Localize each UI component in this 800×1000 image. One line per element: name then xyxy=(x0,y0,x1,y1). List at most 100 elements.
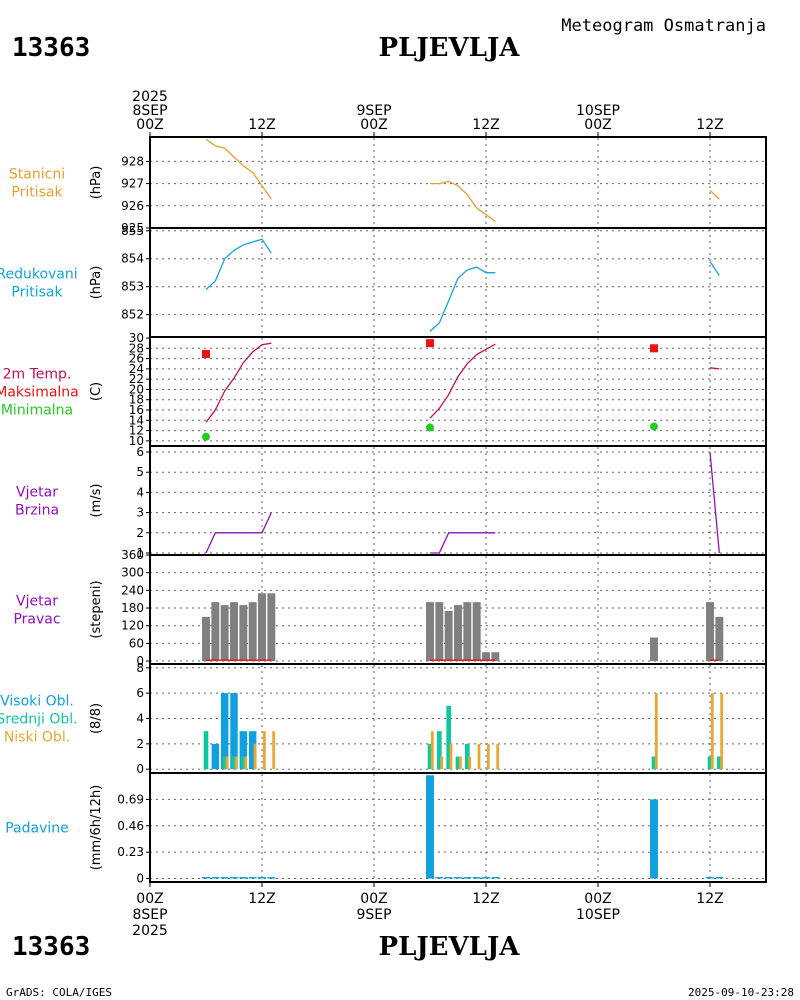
time-label-top: 2025 xyxy=(132,89,168,105)
bar-vjetar-pravac xyxy=(435,602,444,662)
time-label-bottom: 2025 xyxy=(132,923,168,939)
panel-frame xyxy=(149,336,767,447)
bar-padavine xyxy=(220,877,229,879)
time-label-top: 8SEP xyxy=(132,103,167,119)
bar-vjetar-pravac xyxy=(491,652,500,662)
bar-vjetar-pravac xyxy=(650,637,658,662)
panel-frame xyxy=(149,227,767,338)
series-redukovani-pritisak xyxy=(429,266,496,332)
y-tick-label: 1 xyxy=(136,546,144,560)
panel-unit: (m/s) xyxy=(89,484,104,518)
station-number-top: 13363 xyxy=(12,33,90,63)
bar-padavine xyxy=(267,877,276,879)
bar-niski-obl- xyxy=(253,743,257,770)
time-label-top: 00Z xyxy=(360,117,387,133)
panel-wind-speed: 1 2 3 4 5 6 Vjetar Brzina (m/s) xyxy=(15,445,767,560)
bar-niski-obl- xyxy=(272,731,276,770)
bar-visoki-obl- xyxy=(230,693,238,770)
panel-unit: (C) xyxy=(89,382,104,401)
chart-subtitle: Meteogram Osmatranja xyxy=(561,16,766,36)
time-label-bottom: 00Z xyxy=(584,891,611,907)
bar-padavine xyxy=(202,877,210,879)
bar-padavine xyxy=(706,877,714,879)
y-tick-label: 6 xyxy=(136,445,144,459)
bar-niski-obl- xyxy=(225,756,229,770)
panel-frame xyxy=(149,445,767,556)
bar-niski-obl- xyxy=(262,731,266,770)
bar-visoki-obl- xyxy=(211,743,220,770)
time-label-bottom: 12Z xyxy=(696,891,723,907)
series-2m-temp- xyxy=(205,342,272,423)
series-vjetar-brzina xyxy=(430,532,496,554)
bar-padavine xyxy=(715,877,724,879)
bar-vjetar-pravac xyxy=(211,602,220,662)
bar-vjetar-pravac xyxy=(202,616,210,662)
station-name-top: PLJEVLJA xyxy=(379,33,521,63)
footer-timestamp: 2025-09-10-23:28 xyxy=(688,986,794,999)
y-tick-label: 22 xyxy=(129,372,144,386)
time-label-top: 00Z xyxy=(136,117,163,133)
time-label-bottom: 10SEP xyxy=(576,907,620,923)
panel-label: Minimalna xyxy=(1,403,73,419)
footer-credit: GrADS: COLA/IGES xyxy=(6,986,112,999)
panel-label: Niski Obl. xyxy=(4,730,70,746)
bar-vjetar-pravac xyxy=(454,605,462,662)
panel-label: Pritisak xyxy=(11,185,63,201)
bar-niski-obl- xyxy=(654,693,658,770)
bar-vjetar-pravac xyxy=(248,602,257,662)
bar-niski-obl- xyxy=(720,693,724,770)
y-tick-label: 240 xyxy=(121,583,144,597)
y-tick-label: 20 xyxy=(129,382,144,396)
y-tick-label: 0.69 xyxy=(117,792,144,806)
time-label-top: 9SEP xyxy=(356,103,391,119)
panel-clouds: 0 2 4 6 8 Visoki Obl. Srednji Obl. Niski Obl. (8… xyxy=(0,661,767,776)
panel-label: Visoki Obl. xyxy=(0,694,74,710)
bar-srednji-obl- xyxy=(222,756,227,770)
bar-padavine xyxy=(211,877,220,879)
bar-srednji-obl- xyxy=(717,756,722,770)
y-tick-label: 0 xyxy=(136,762,144,776)
bar-srednji-obl- xyxy=(707,756,713,770)
y-tick-label: 18 xyxy=(129,393,144,407)
bar-visoki-obl- xyxy=(248,731,257,770)
bar-padavine xyxy=(463,877,472,879)
bar-vjetar-pravac xyxy=(230,602,238,662)
panel-label: Redukovani xyxy=(0,267,78,283)
bar-niski-obl- xyxy=(486,743,490,770)
time-label-bottom: 12Z xyxy=(472,891,499,907)
bar-niski-obl- xyxy=(449,743,453,770)
y-tick-label: 10 xyxy=(129,434,144,448)
bar-padavine xyxy=(239,877,248,879)
y-tick-label: 180 xyxy=(121,601,144,615)
y-tick-label: 925 xyxy=(121,221,144,235)
series-vjetar-brzina xyxy=(205,512,272,554)
panel-unit: (hPa) xyxy=(89,266,104,300)
bar-padavine xyxy=(444,877,453,879)
series-stanicni-pritisak xyxy=(430,180,496,222)
time-label-bottom: 8SEP xyxy=(132,907,167,923)
y-tick-label: 300 xyxy=(121,566,144,580)
y-tick-label: 853 xyxy=(121,280,144,294)
station-number-bottom: 13363 xyxy=(12,932,90,962)
y-tick-label: 3 xyxy=(136,506,144,520)
panel-label: 2m Temp. xyxy=(3,367,72,383)
marker-minimalna xyxy=(202,432,210,441)
bar-srednji-obl- xyxy=(651,756,657,770)
y-tick-label: 8 xyxy=(136,661,144,675)
y-tick-label: 928 xyxy=(121,154,144,168)
bar-niski-obl- xyxy=(477,743,481,770)
bar-niski-obl- xyxy=(244,756,248,770)
bar-vjetar-pravac xyxy=(426,602,434,662)
panel-label: Maksimalna xyxy=(0,385,79,401)
bar-padavine xyxy=(258,877,266,879)
y-tick-label: 60 xyxy=(129,636,144,650)
bar-niski-obl- xyxy=(430,731,434,770)
bar-vjetar-pravac xyxy=(706,602,714,662)
bar-srednji-obl- xyxy=(427,743,433,770)
y-tick-label: 28 xyxy=(129,341,144,355)
panel-label: Srednji Obl. xyxy=(0,712,78,728)
y-tick-label: 2 xyxy=(136,737,144,751)
panel-label: Vjetar xyxy=(16,485,58,501)
